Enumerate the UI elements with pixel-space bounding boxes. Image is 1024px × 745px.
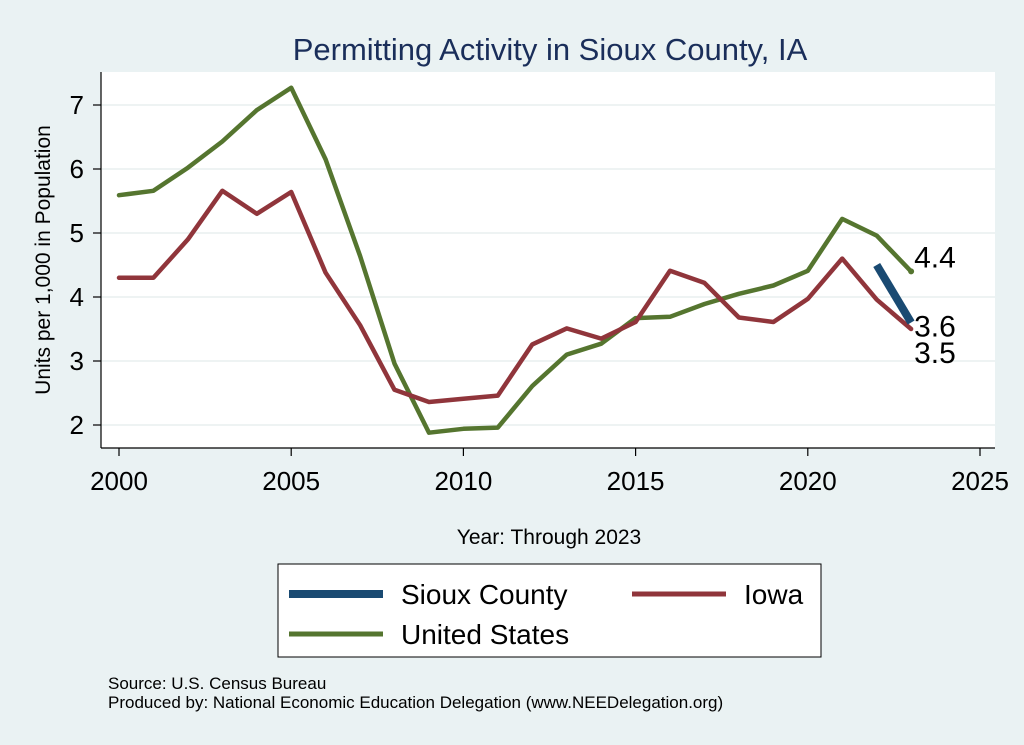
series-line-sioux-county xyxy=(873,262,915,325)
y-tick-label: 5 xyxy=(70,218,84,248)
y-tick-label: 3 xyxy=(70,346,84,376)
y-tick-label: 6 xyxy=(70,154,84,184)
legend-label-united-states: United States xyxy=(401,619,569,650)
x-tick-label: 2005 xyxy=(262,466,320,496)
series-lines xyxy=(116,85,915,435)
us-end-marker xyxy=(908,268,915,275)
x-tick-label: 2025 xyxy=(951,466,1009,496)
legend-box xyxy=(277,563,822,658)
y-tick-label: 4 xyxy=(70,282,84,312)
x-tick-label: 2015 xyxy=(607,466,665,496)
y-tick-label: 7 xyxy=(70,90,84,120)
legend-label-iowa: Iowa xyxy=(744,579,804,610)
y-tick-label: 2 xyxy=(70,410,84,440)
end-label-united-states: 4.4 xyxy=(914,241,956,274)
grid xyxy=(101,104,995,426)
chart-title: Permitting Activity in Sioux County, IA xyxy=(293,32,808,67)
x-tick-label: 2010 xyxy=(434,466,492,496)
y-axis-label: Units per 1,000 in Population xyxy=(32,125,55,395)
series-line-united-states xyxy=(116,85,914,435)
series-line-iowa xyxy=(116,188,914,405)
end-label-iowa: 3.5 xyxy=(914,337,956,370)
x-tick-label: 2020 xyxy=(779,466,837,496)
end-label-sioux-county: 3.6 xyxy=(914,311,956,344)
legend: Sioux County Iowa United States xyxy=(277,563,822,658)
source-note: Source: U.S. Census Bureau xyxy=(108,674,327,693)
end-labels: 4.4 3.63.5 xyxy=(914,241,956,370)
axes: 2 3 4 5 6 7 2000 2005 2010 2015 2020 2025 xyxy=(70,72,1009,496)
x-tick-label: 2000 xyxy=(90,466,148,496)
x-axis-label: Year: Through 2023 xyxy=(457,526,642,549)
legend-label-sioux-county: Sioux County xyxy=(401,579,568,610)
produced-by-note: Produced by: National Economic Education… xyxy=(108,693,724,712)
